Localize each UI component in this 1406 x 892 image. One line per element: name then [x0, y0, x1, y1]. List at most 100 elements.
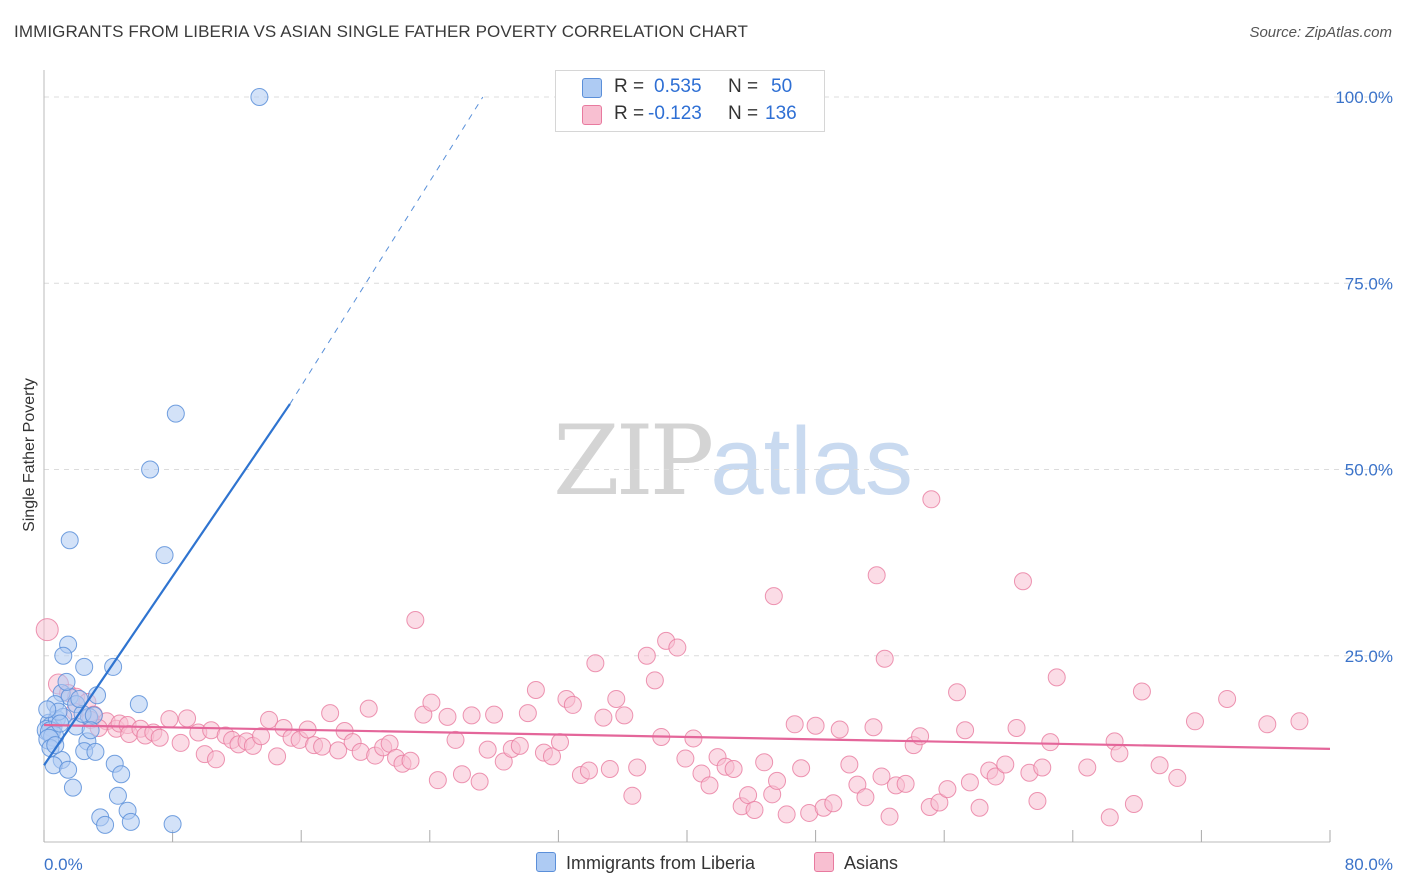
chart-title: IMMIGRANTS FROM LIBERIA VS ASIAN SINGLE …	[14, 22, 748, 41]
bottom-legend-swatch-liberia	[536, 852, 556, 872]
asians-point	[785, 715, 804, 734]
bottom-legend-asians: Asians	[814, 852, 898, 874]
asians-point	[478, 740, 497, 759]
asians-point	[668, 638, 687, 657]
asians-point	[867, 566, 886, 585]
asians-point	[1132, 682, 1151, 701]
asians-point	[1124, 795, 1143, 814]
asians-point	[615, 706, 634, 725]
asians-point	[956, 721, 975, 740]
legend-n-label: N =	[728, 76, 759, 97]
asians-point	[856, 788, 875, 807]
asians-point	[252, 727, 271, 746]
bottom-legend-liberia: Immigrants from Liberia	[536, 852, 755, 874]
asians-point	[1078, 758, 1097, 777]
asians-point	[1168, 768, 1187, 787]
asians-point	[700, 776, 719, 795]
asians-point	[422, 693, 441, 712]
legend-r-value: 0.535	[654, 76, 702, 97]
asians-point	[628, 758, 647, 777]
correlation-legend: R = 0.535 N = 50 R = -0.123 N = 136	[555, 70, 825, 132]
asians-point	[321, 704, 340, 723]
asians-point	[948, 683, 967, 702]
watermark-zip: ZIP	[553, 405, 714, 517]
asians-point	[207, 750, 226, 769]
asians-point	[518, 704, 537, 723]
asians-point	[930, 793, 949, 812]
asians-point	[510, 736, 529, 755]
legend-n-value: 50	[771, 76, 793, 97]
bottom-legend-label-asians: Asians	[844, 853, 899, 873]
asians-point	[1033, 758, 1052, 777]
asians-point	[438, 707, 457, 726]
asians-point	[840, 755, 859, 774]
liberia-point	[75, 657, 94, 676]
asians-point	[600, 759, 619, 778]
x-tick-label: 80.0%	[1345, 855, 1393, 874]
liberia-point	[121, 812, 140, 831]
legend-r-label: R =	[614, 103, 645, 124]
asians-point	[563, 695, 582, 714]
liberia-point	[250, 88, 269, 106]
asians-point	[462, 706, 481, 725]
liberia-trendline	[43, 403, 291, 766]
asians-point	[768, 771, 787, 790]
liberia-point	[129, 695, 148, 714]
asians-point	[607, 689, 626, 708]
asians-point	[35, 618, 59, 642]
legend-r-value: -0.123	[648, 103, 702, 124]
asians-point	[1110, 744, 1129, 763]
asians-point	[160, 710, 179, 729]
asians-point	[313, 737, 332, 756]
liberia-point	[57, 672, 76, 691]
liberia-point	[163, 815, 182, 834]
liberia-point	[112, 765, 131, 784]
asians-point	[446, 730, 465, 749]
asians-point	[494, 752, 513, 771]
asians-point	[970, 798, 989, 817]
liberia-point	[86, 742, 105, 761]
asians-point	[896, 774, 915, 793]
asians-point	[1258, 715, 1277, 734]
liberia-point	[60, 531, 79, 550]
liberia-point	[51, 714, 70, 733]
asians-point	[1100, 808, 1119, 827]
liberia-point	[54, 646, 73, 665]
asians-trendline	[43, 723, 1331, 750]
asians-point	[406, 610, 425, 629]
asians-point	[1150, 756, 1169, 775]
asians-point	[764, 587, 783, 606]
y-tick-label: 75.0%	[1345, 274, 1393, 293]
asians-point	[268, 747, 287, 766]
asians-point	[428, 771, 447, 790]
asians-point	[623, 786, 642, 805]
bottom-legend-label-liberia: Immigrants from Liberia	[566, 853, 756, 873]
asians-point	[986, 767, 1005, 786]
liberia-point	[166, 404, 185, 423]
asians-point	[806, 716, 825, 735]
asians-point	[996, 755, 1015, 774]
legend-r-label: R =	[614, 76, 645, 97]
asians-point	[960, 773, 979, 792]
asians-point	[586, 654, 605, 673]
asians-point	[1290, 712, 1309, 731]
y-tick-label: 25.0%	[1345, 647, 1393, 666]
asians-point	[594, 708, 613, 727]
asians-point	[724, 759, 743, 778]
asians-point	[922, 490, 941, 509]
y-tick-label: 50.0%	[1345, 461, 1393, 480]
legend-n-value: 136	[765, 103, 797, 124]
legend-swatch-liberia	[582, 78, 602, 98]
asians-point	[485, 705, 504, 724]
asians-point	[830, 720, 849, 739]
asians-point	[150, 728, 169, 747]
asians-point	[739, 786, 758, 805]
bottom-legend-swatch-asians	[814, 852, 834, 872]
y-tick-label: 100.0%	[1335, 88, 1393, 107]
asians-point	[777, 805, 796, 824]
asians-point	[470, 772, 489, 791]
liberia-point	[59, 760, 78, 779]
legend-n-label: N =	[728, 103, 759, 124]
liberia-point	[63, 778, 82, 797]
